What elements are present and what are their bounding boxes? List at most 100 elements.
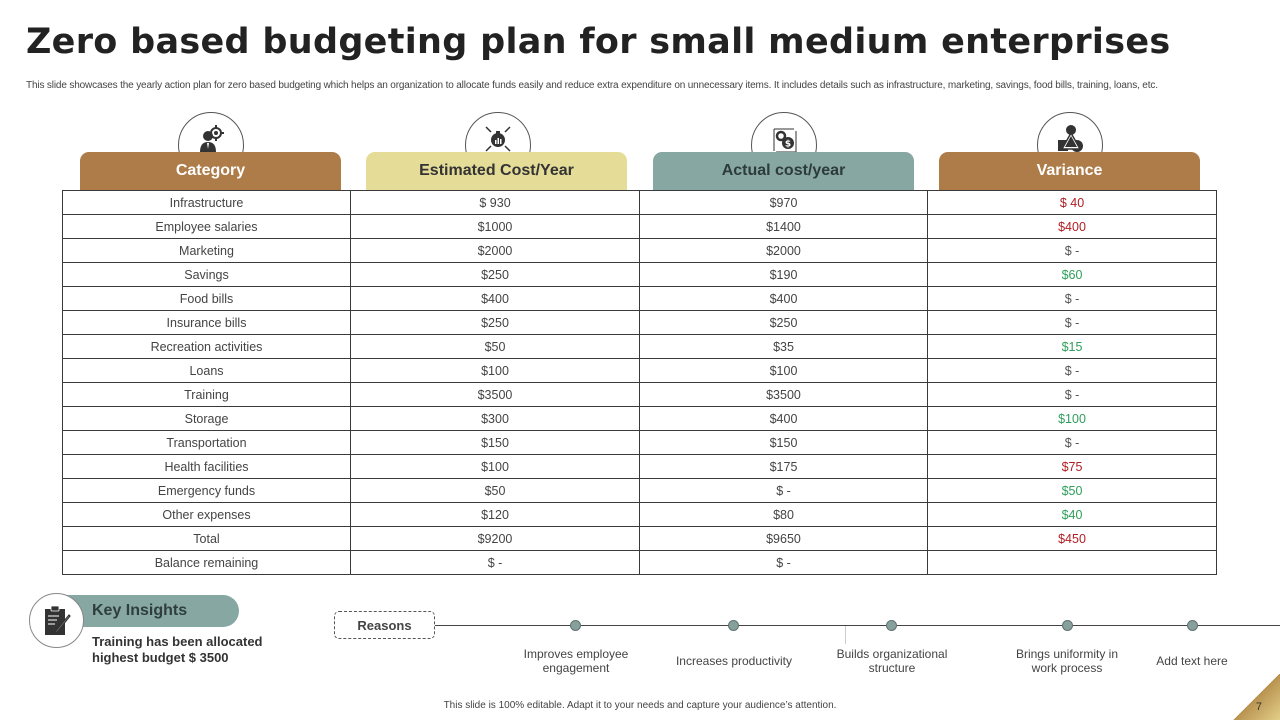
estimated-cost-cell: $100	[350, 454, 640, 479]
actual-cost-cell: $2000	[639, 238, 928, 263]
reason-item: Builds organizational structure	[836, 647, 948, 675]
timeline-line	[435, 625, 1280, 626]
table-row: Training $3500 $3500 $ -	[62, 382, 1217, 407]
key-insights-text: Training has been allocated highest budg…	[92, 634, 263, 665]
timeline-dot	[1187, 620, 1198, 631]
variance-cell: $ -	[927, 286, 1217, 311]
variance-cell	[927, 550, 1217, 575]
page-number: 7	[1255, 701, 1262, 713]
actual-cost-cell: $190	[639, 262, 928, 287]
category-cell: Emergency funds	[62, 478, 351, 503]
category-cell: Health facilities	[62, 454, 351, 479]
timeline-dot	[728, 620, 739, 631]
table-row: Marketing $2000 $2000 $ -	[62, 238, 1217, 263]
slide-title: Zero based budgeting plan for small medi…	[26, 22, 1171, 62]
table-row: Savings $250 $190 $60	[62, 262, 1217, 287]
estimated-cost-cell: $250	[350, 310, 640, 335]
category-cell: Insurance bills	[62, 310, 351, 335]
estimated-cost-cell: $ 930	[350, 190, 640, 215]
category-cell: Other expenses	[62, 502, 351, 527]
variance-cell: $ 40	[927, 190, 1217, 215]
actual-cost-cell: $400	[639, 406, 928, 431]
variance-cell: $450	[927, 526, 1217, 551]
estimated-cost-cell: $1000	[350, 214, 640, 239]
table-row: Storage $300 $400 $100	[62, 406, 1217, 431]
estimated-cost-cell: $100	[350, 358, 640, 383]
actual-cost-cell: $100	[639, 358, 928, 383]
actual-cost-cell: $80	[639, 502, 928, 527]
estimated-cost-cell: $400	[350, 286, 640, 311]
category-cell: Marketing	[62, 238, 351, 263]
category-cell: Training	[62, 382, 351, 407]
clipboard-pen-icon	[29, 593, 84, 648]
actual-cost-cell: $150	[639, 430, 928, 455]
footer-note: This slide is 100% editable. Adapt it to…	[443, 700, 837, 711]
table-row: Loans $100 $100 $ -	[62, 358, 1217, 383]
timeline-divider	[845, 626, 846, 644]
slide-subtitle: This slide showcases the yearly action p…	[26, 80, 1158, 91]
variance-cell: $ -	[927, 358, 1217, 383]
reason-item: Brings uniformity in work process	[1015, 647, 1119, 675]
table-row: Recreation activities $50 $35 $15	[62, 334, 1217, 359]
table-row: Infrastructure $ 930 $970 $ 40	[62, 190, 1217, 215]
actual-cost-cell: $970	[639, 190, 928, 215]
actual-cost-cell: $ -	[639, 550, 928, 575]
category-cell: Loans	[62, 358, 351, 383]
estimated-cost-cell: $2000	[350, 238, 640, 263]
variance-cell: $15	[927, 334, 1217, 359]
category-cell: Infrastructure	[62, 190, 351, 215]
variance-cell: $ -	[927, 382, 1217, 407]
category-cell: Transportation	[62, 430, 351, 455]
variance-cell: $ -	[927, 238, 1217, 263]
estimated-cost-cell: $50	[350, 334, 640, 359]
category-cell: Savings	[62, 262, 351, 287]
variance-cell: $100	[927, 406, 1217, 431]
table-row: Emergency funds $50 $ - $50	[62, 478, 1217, 503]
timeline-dot	[570, 620, 581, 631]
estimated-cost-cell: $120	[350, 502, 640, 527]
actual-cost-cell: $35	[639, 334, 928, 359]
actual-cost-cell: $9650	[639, 526, 928, 551]
table-row: Balance remaining $ - $ -	[62, 550, 1217, 575]
reason-item: Increases productivity	[675, 654, 793, 668]
actual-cost-cell: $175	[639, 454, 928, 479]
actual-cost-cell: $250	[639, 310, 928, 335]
variance-cell: $400	[927, 214, 1217, 239]
corner-decoration	[1232, 674, 1280, 720]
table-row: Other expenses $120 $80 $40	[62, 502, 1217, 527]
header-category: Category	[80, 152, 341, 190]
category-cell: Storage	[62, 406, 351, 431]
category-cell: Total	[62, 526, 351, 551]
table-row: Transportation $150 $150 $ -	[62, 430, 1217, 455]
actual-cost-cell: $3500	[639, 382, 928, 407]
header-variance: Variance	[939, 152, 1200, 190]
estimated-cost-cell: $9200	[350, 526, 640, 551]
estimated-cost-cell: $150	[350, 430, 640, 455]
category-cell: Food bills	[62, 286, 351, 311]
variance-cell: $40	[927, 502, 1217, 527]
estimated-cost-cell: $300	[350, 406, 640, 431]
category-cell: Balance remaining	[62, 550, 351, 575]
table-row: Employee salaries $1000 $1400 $400	[62, 214, 1217, 239]
variance-cell: $60	[927, 262, 1217, 287]
reason-item: Add text here	[1156, 654, 1228, 668]
variance-cell: $75	[927, 454, 1217, 479]
timeline-dot	[1062, 620, 1073, 631]
table-row: Insurance bills $250 $250 $ -	[62, 310, 1217, 335]
estimated-cost-cell: $ -	[350, 550, 640, 575]
variance-cell: $50	[927, 478, 1217, 503]
category-cell: Employee salaries	[62, 214, 351, 239]
key-insights-title: Key Insights	[56, 595, 239, 627]
budget-table: Infrastructure $ 930 $970 $ 40 Employee sala…	[62, 190, 1217, 575]
variance-cell: $ -	[927, 430, 1217, 455]
header-estimated-cost: Estimated Cost/Year	[366, 152, 627, 190]
actual-cost-cell: $1400	[639, 214, 928, 239]
estimated-cost-cell: $250	[350, 262, 640, 287]
variance-cell: $ -	[927, 310, 1217, 335]
actual-cost-cell: $ -	[639, 478, 928, 503]
timeline-dot	[886, 620, 897, 631]
table-row: Health facilities $100 $175 $75	[62, 454, 1217, 479]
actual-cost-cell: $400	[639, 286, 928, 311]
estimated-cost-cell: $50	[350, 478, 640, 503]
reason-item: Improves employee engagement	[523, 647, 629, 675]
